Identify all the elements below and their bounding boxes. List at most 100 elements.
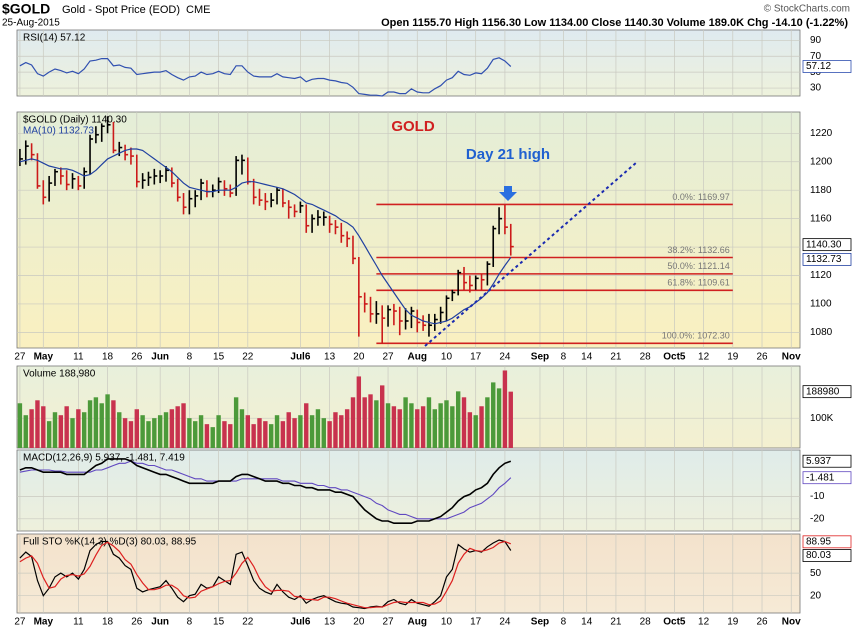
volume-bar (76, 409, 81, 448)
x-tick-label: 10 (441, 617, 453, 628)
volume-bar (93, 397, 99, 448)
x-tick-label: 21 (610, 352, 622, 363)
last-value-box (802, 60, 852, 73)
volume-bar (426, 397, 432, 448)
volume-bar (485, 397, 490, 448)
volume-bar (181, 403, 186, 448)
y-tick-label: 100K (810, 413, 834, 424)
d-last: 88.95 (806, 536, 831, 547)
y-tick-label: 1180 (810, 185, 832, 196)
volume-bar (415, 409, 420, 448)
volume-bar (239, 409, 245, 448)
volume-bar (374, 400, 379, 448)
x-tick-label: 11 (73, 352, 84, 363)
credit: © StockCharts.com (764, 4, 850, 15)
plot-layer: 30507090RSI(14) 57.1257.1210801100112011… (14, 29, 852, 628)
x-tick-label: 13 (324, 617, 336, 628)
volume-bar (41, 406, 46, 448)
x-tick-label: 26 (756, 352, 768, 363)
annotation: GOLD (391, 118, 434, 135)
fib-label: 100.0%: 1072.30 (662, 331, 730, 341)
legend: MA(10) 1132.73 (23, 126, 94, 137)
x-tick-label: Nov (782, 617, 801, 628)
instrument-name: Gold - Spot Price (EOD) (62, 4, 180, 16)
rsi-line (19, 57, 512, 97)
panel-background (16, 533, 801, 614)
volume-bar (251, 424, 256, 448)
legend: $GOLD (Daily) 1140.30 (23, 115, 127, 126)
x-tick-label: Jun (151, 617, 169, 628)
x-tick-label: 26 (131, 617, 143, 628)
last-value: 188980 (806, 386, 840, 397)
volume-bar (193, 421, 198, 448)
x-tick-label: Sep (531, 352, 549, 363)
volume-bar (216, 415, 221, 448)
volume-bar (491, 382, 496, 448)
x-tick-label: 27 (14, 352, 26, 363)
moving-average (19, 148, 512, 325)
y-tick-label: 1220 (810, 128, 833, 139)
volume-bar (438, 403, 443, 448)
x-tick-label: 21 (610, 617, 622, 628)
x-tick-label: Oct5 (663, 352, 686, 363)
x-tick-label: 18 (102, 352, 114, 363)
y-tick-label: 70 (810, 51, 822, 62)
exchange: CME (186, 4, 210, 16)
x-tick-label: May (34, 617, 54, 628)
volume-bar (461, 397, 467, 448)
volume-bar (327, 421, 332, 448)
x-tick-label: 24 (499, 617, 511, 628)
arrow (499, 186, 517, 201)
volume-bar (204, 424, 210, 448)
x-tick-label: Sep (531, 617, 549, 628)
volume-bar (473, 415, 478, 448)
volume-bar (169, 409, 175, 448)
volume-bar (403, 397, 408, 448)
x-tick-label: 22 (242, 352, 254, 363)
x-tick-label: 17 (470, 617, 482, 628)
k-last-box (802, 549, 852, 562)
x-tick-label: 20 (353, 352, 365, 363)
volume-bar (152, 418, 157, 448)
x-tick-label: 11 (73, 617, 84, 628)
trend-line (424, 161, 638, 347)
x-tick-label: 14 (581, 617, 593, 628)
volume-bar (409, 403, 414, 448)
volume-bar (17, 403, 23, 448)
volume-bar (111, 400, 116, 448)
volume-bar (52, 412, 58, 448)
volume-bar (444, 400, 449, 448)
x-tick-label: 10 (441, 352, 453, 363)
x-tick-label: 12 (698, 617, 710, 628)
y-tick-label: 1160 (810, 213, 832, 224)
last-value: 1140.30 (806, 239, 842, 250)
volume-bar (344, 409, 350, 448)
volume-bar (23, 415, 28, 448)
k-line (19, 539, 512, 610)
volume-bar (245, 415, 251, 448)
y-tick-label: 20 (810, 590, 822, 601)
x-tick-label: 22 (242, 617, 254, 628)
x-tick-label: 8 (561, 617, 567, 628)
x-tick-label: 19 (727, 352, 739, 363)
macd-line (19, 458, 512, 524)
volume-bar (274, 415, 280, 448)
y-tick-label: -20 (810, 513, 825, 524)
x-tick-label: 12 (698, 352, 710, 363)
x-tick-label: 26 (131, 352, 143, 363)
panel-background (16, 29, 801, 97)
volume-bar (304, 403, 309, 448)
volume-bar (35, 400, 40, 448)
symbol: $GOLD (2, 1, 50, 17)
volume-bar (397, 409, 402, 448)
volume-bar (391, 406, 397, 448)
volume-bar (298, 415, 303, 448)
y-tick-label: 90 (810, 35, 822, 46)
y-tick-label: 1120 (810, 270, 832, 281)
signal-last-box (802, 471, 852, 485)
volume-bar (333, 412, 338, 448)
x-tick-label: 15 (213, 617, 225, 628)
x-tick-label: 15 (213, 352, 225, 363)
x-tick-label: Nov (782, 352, 801, 363)
y-tick-label: 1080 (810, 327, 833, 338)
